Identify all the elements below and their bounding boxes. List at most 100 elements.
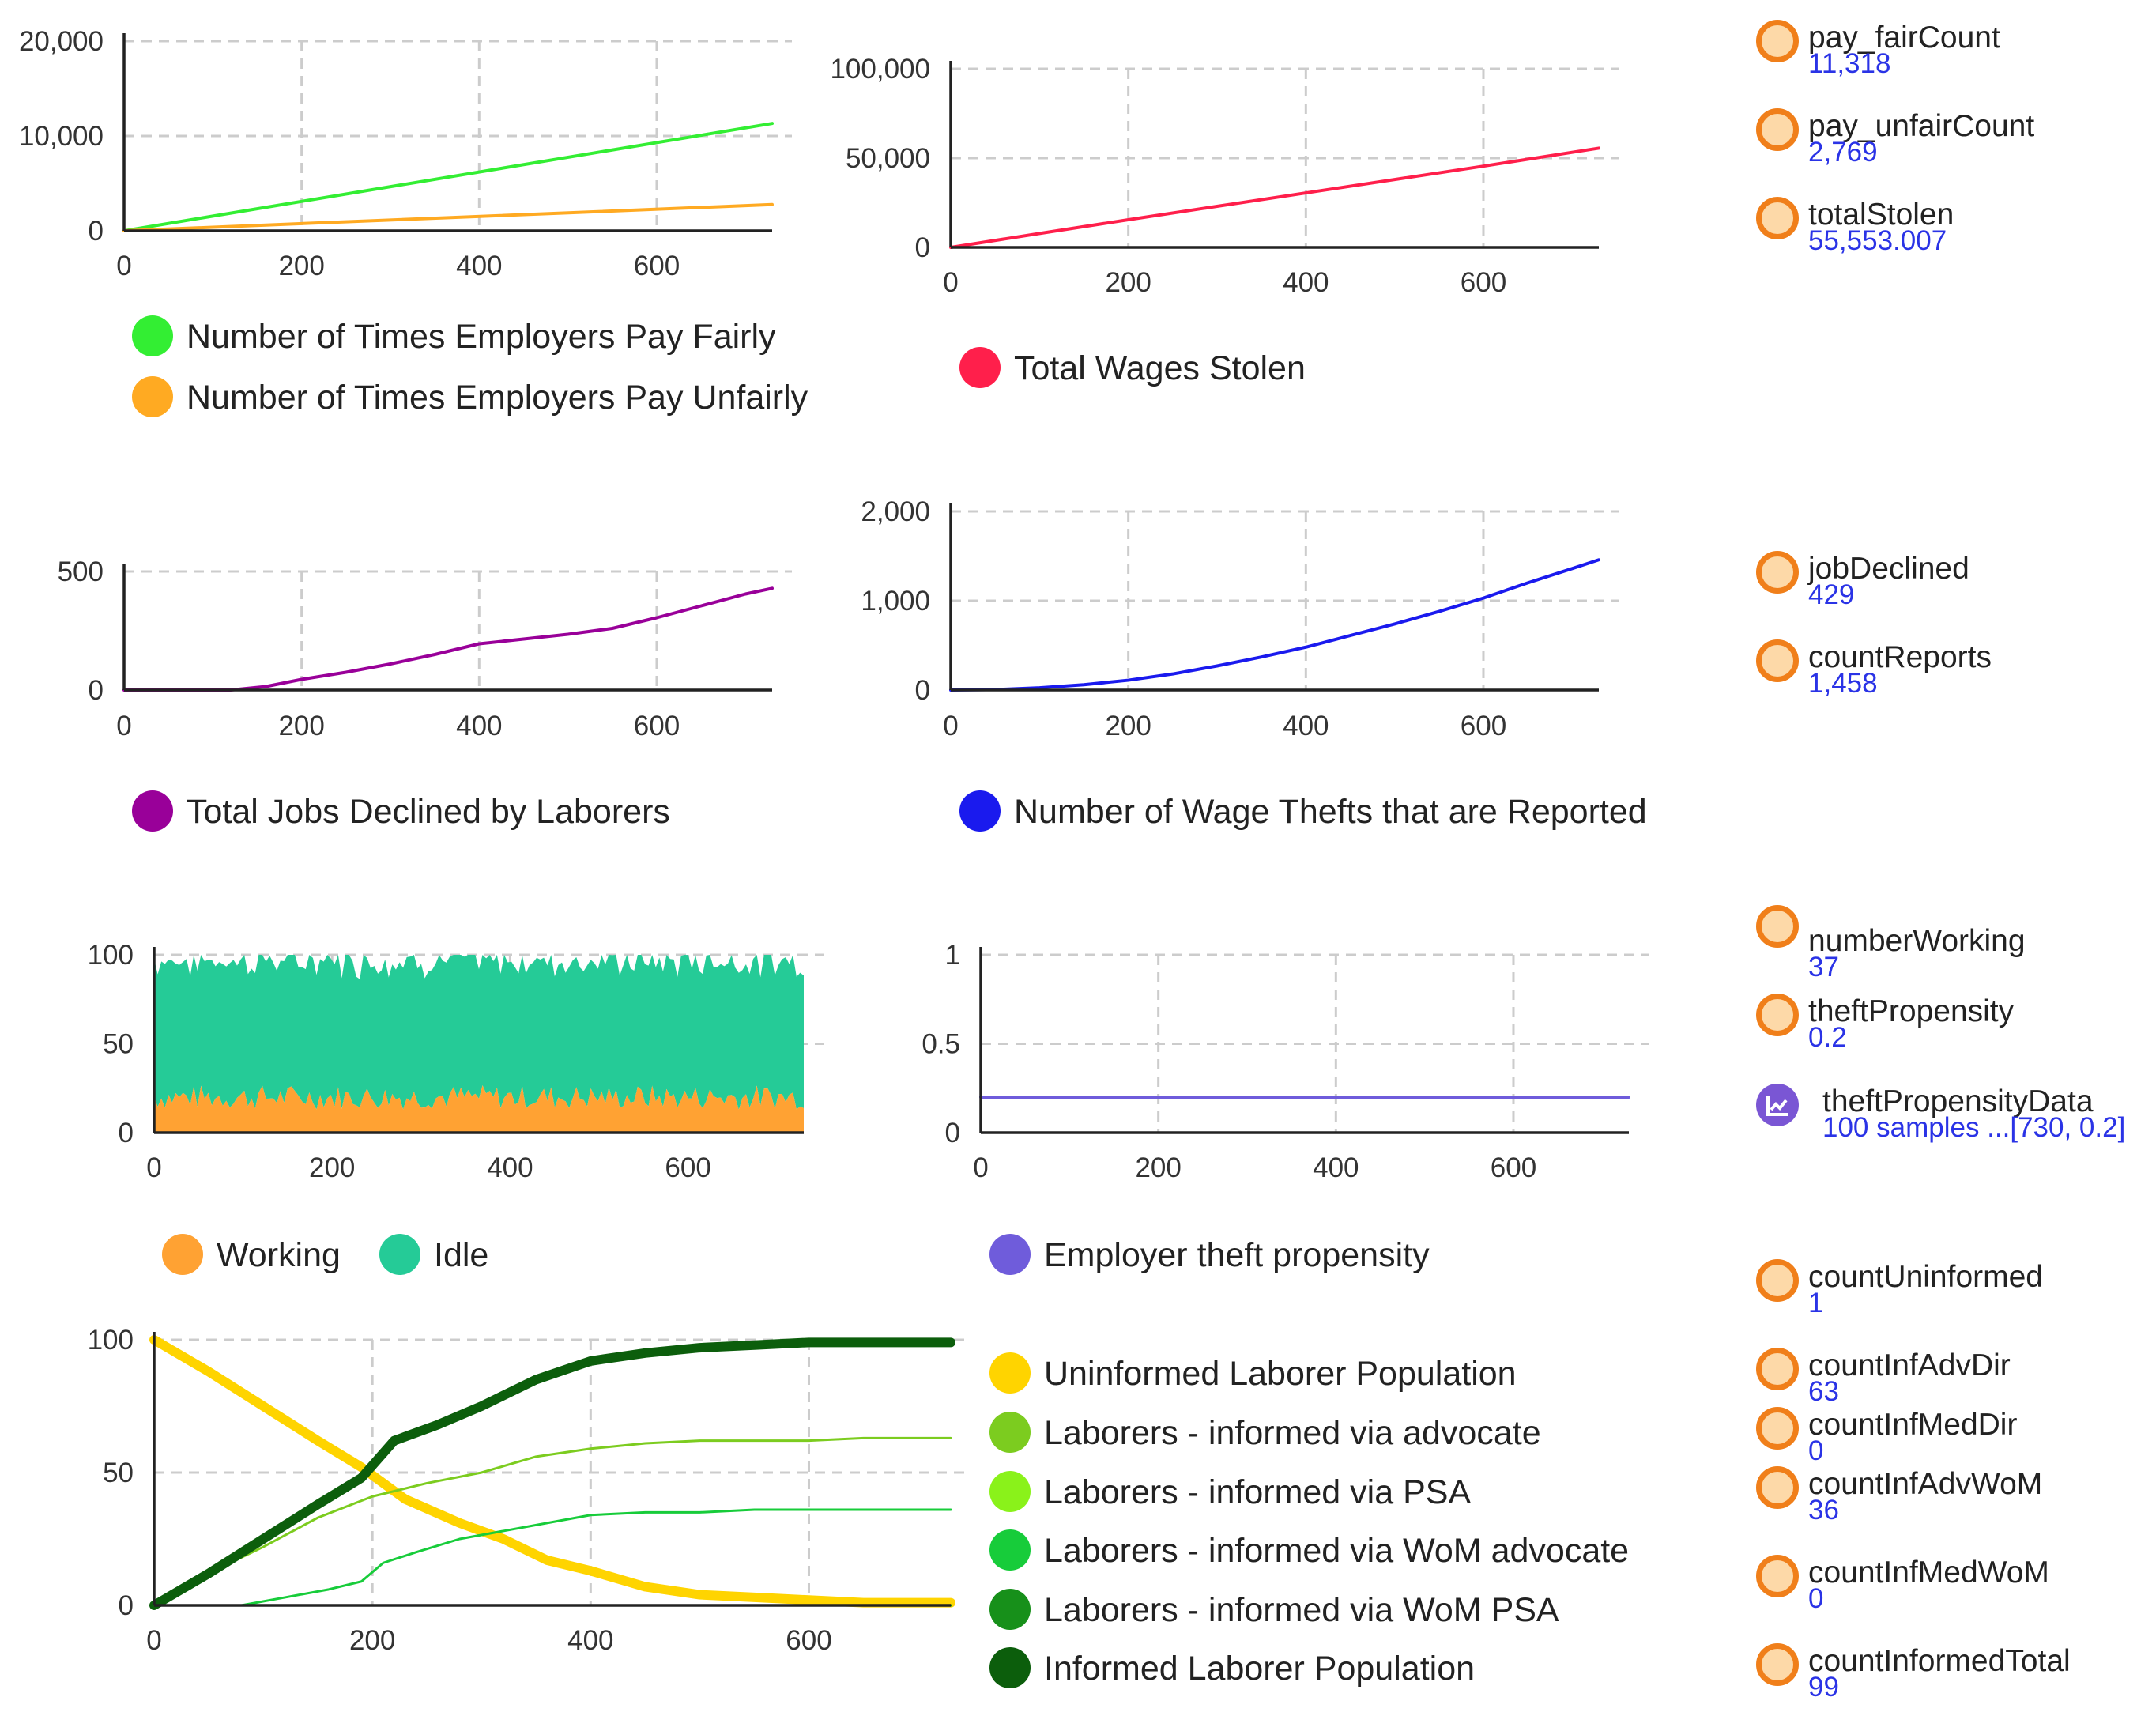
variable-name: numberWorking bbox=[1808, 924, 2026, 958]
variable-icon bbox=[1756, 1466, 1799, 1509]
x-tick-label: 200 bbox=[278, 251, 324, 281]
variable-icon bbox=[1756, 551, 1799, 594]
x-tick-label: 600 bbox=[1461, 711, 1506, 741]
x-tick-label: 400 bbox=[487, 1152, 533, 1183]
legend-label-total-jobs-declined-by-laborers: Total Jobs Declined by Laborers bbox=[187, 793, 670, 831]
y-tick-label: 100,000 bbox=[830, 54, 930, 85]
variable-icon bbox=[1756, 639, 1799, 682]
x-tick-label: 200 bbox=[1105, 711, 1151, 741]
variable-value: 55,553.007 bbox=[1808, 225, 1947, 256]
y-tick-label: 50 bbox=[103, 1029, 134, 1060]
legend-label-uninformed-laborer-population: Uninformed Laborer Population bbox=[1044, 1355, 1517, 1393]
x-tick-label: 200 bbox=[1135, 1152, 1181, 1183]
series-line-uninformed-laborer-population bbox=[149, 1335, 956, 1608]
legend-marker-laborers-informed-via-psa bbox=[989, 1471, 1031, 1512]
series-line-laborers-informed-via-wom-advocate bbox=[153, 1508, 952, 1607]
legend-marker-uninformed-laborer-population bbox=[989, 1352, 1031, 1394]
x-tick-label: 600 bbox=[786, 1625, 831, 1656]
variable-name: countUninformed bbox=[1808, 1260, 2043, 1294]
variable-name: countInfMedWoM bbox=[1808, 1556, 2049, 1590]
legend-label-laborers-informed-via-psa: Laborers - informed via PSA bbox=[1044, 1473, 1471, 1511]
x-tick-label: 400 bbox=[567, 1625, 613, 1656]
variable-value: 429 bbox=[1808, 579, 1855, 610]
variable-value: 0 bbox=[1808, 1583, 1824, 1614]
variable-icon bbox=[1756, 1555, 1799, 1597]
legend-label-number-of-wage-thefts-that-are-reported: Number of Wage Thefts that are Reported bbox=[1014, 793, 1647, 831]
variable-value: 37 bbox=[1808, 952, 1839, 982]
variable-value: 1 bbox=[1808, 1288, 1824, 1318]
variable-name: theftPropensityData bbox=[1822, 1084, 2094, 1118]
legend-label-total-wages-stolen: Total Wages Stolen bbox=[1014, 349, 1306, 387]
y-tick-label: 500 bbox=[58, 556, 104, 587]
legend-label-laborers-informed-via-wom-advocate: Laborers - informed via WoM advocate bbox=[1044, 1532, 1629, 1570]
variable-icon bbox=[1756, 1259, 1799, 1302]
legend-marker-number-of-times-employers-pay-unfairly bbox=[132, 376, 173, 417]
legend-label-number-of-times-employers-pay-fairly: Number of Times Employers Pay Fairly bbox=[187, 318, 776, 356]
y-tick-label: 100 bbox=[88, 940, 134, 971]
variable-name: jobDeclined bbox=[1808, 552, 1969, 586]
chart-reports: 0 200 400 600 0 1,000 2,000 Number of Wage Thef… bbox=[861, 496, 1647, 832]
variable-name: pay_unfairCount bbox=[1808, 109, 2035, 143]
dataset-chart-icon bbox=[1756, 1084, 1799, 1126]
x-tick-label: 400 bbox=[456, 251, 502, 281]
legend-marker-total-jobs-declined-by-laborers bbox=[132, 790, 173, 832]
y-tick-label: 0 bbox=[89, 675, 104, 706]
x-tick-label: 600 bbox=[634, 251, 680, 281]
variable-value: 0.2 bbox=[1808, 1022, 1847, 1053]
chart-pay: 0 200 400 600 0 10,000 20,000 Number of Times E… bbox=[19, 26, 808, 417]
y-tick-label: 10,000 bbox=[19, 121, 104, 152]
x-tick-label: 600 bbox=[1491, 1152, 1536, 1183]
y-tick-label: 0 bbox=[119, 1118, 134, 1148]
dataset-glyph bbox=[1766, 1096, 1788, 1116]
chart-stolen: 0 200 400 600 0 50,000 100,000 Total Wages Stol… bbox=[830, 54, 1619, 388]
x-tick-label: 200 bbox=[1105, 267, 1151, 298]
series-line-number-of-times-employers-pay-fairly bbox=[122, 122, 774, 232]
variable-value: 11,318 bbox=[1808, 48, 1891, 79]
variable-name: countInfMedDir bbox=[1808, 1408, 2018, 1442]
area-working bbox=[154, 1085, 804, 1133]
variable-name: countReports bbox=[1808, 640, 1992, 674]
x-tick-label: 400 bbox=[1313, 1152, 1359, 1183]
y-tick-label: 0 bbox=[915, 232, 930, 263]
series-line-number-of-wage-thefts-that-are-reported bbox=[949, 558, 1600, 692]
chart-workers: 0 200 400 600 0 50 100 Working Idle bbox=[88, 940, 824, 1275]
legend-label-working: Working bbox=[217, 1236, 341, 1274]
variable-name: countInfAdvWoM bbox=[1808, 1467, 2043, 1501]
legend-marker-laborers-informed-via-wom-advocate bbox=[989, 1529, 1031, 1571]
variable-value: 0 bbox=[1808, 1435, 1824, 1466]
x-tick-label: 0 bbox=[943, 267, 958, 298]
variable-icon bbox=[1756, 994, 1799, 1036]
series-line-total-wages-stolen bbox=[949, 146, 1600, 249]
legend-marker-informed-laborer-population bbox=[989, 1647, 1031, 1688]
x-tick-label: 0 bbox=[146, 1152, 161, 1183]
legend-marker-number-of-wage-thefts-that-are-reported bbox=[959, 790, 1001, 832]
y-tick-label: 0 bbox=[915, 675, 930, 706]
legend-marker-employer-theft-propensity bbox=[989, 1234, 1031, 1275]
y-tick-label: 50,000 bbox=[846, 143, 930, 174]
legend-label-laborers-informed-via-advocate: Laborers - informed via advocate bbox=[1044, 1414, 1541, 1452]
x-tick-label: 0 bbox=[973, 1152, 988, 1183]
series-line-total-jobs-declined-by-laborers bbox=[122, 586, 774, 692]
y-tick-label: 0 bbox=[945, 1118, 960, 1148]
variable-icon bbox=[1756, 1407, 1799, 1450]
x-tick-label: 0 bbox=[943, 711, 958, 741]
variable-value: 99 bbox=[1808, 1672, 1839, 1703]
chart-declined: 0 200 400 600 0 500 Total Jobs Declined by Lab… bbox=[58, 556, 792, 832]
y-tick-label: 50 bbox=[103, 1458, 134, 1488]
chart-information: 0 200 400 600 0 50 100 Uninformed Laborer Popul… bbox=[88, 1325, 1629, 1688]
variable-icon bbox=[1756, 1348, 1799, 1390]
y-tick-label: 1,000 bbox=[861, 586, 930, 617]
x-tick-label: 0 bbox=[116, 251, 131, 281]
legend-label-laborers-informed-via-wom-psa: Laborers - informed via WoM PSA bbox=[1044, 1591, 1559, 1629]
variable-name: countInfAdvDir bbox=[1808, 1348, 2011, 1382]
y-tick-label: 0 bbox=[89, 216, 104, 247]
variable-icon bbox=[1756, 905, 1799, 948]
area-idle bbox=[154, 955, 804, 1110]
series-line-number-of-times-employers-pay-unfairly bbox=[122, 202, 774, 232]
legend-marker-idle bbox=[379, 1234, 420, 1275]
legend-label-number-of-times-employers-pay-unfairly: Number of Times Employers Pay Unfairly bbox=[187, 379, 808, 417]
x-tick-label: 200 bbox=[349, 1625, 395, 1656]
legend-marker-laborers-informed-via-advocate bbox=[989, 1412, 1031, 1453]
legend-label-idle: Idle bbox=[434, 1236, 488, 1274]
